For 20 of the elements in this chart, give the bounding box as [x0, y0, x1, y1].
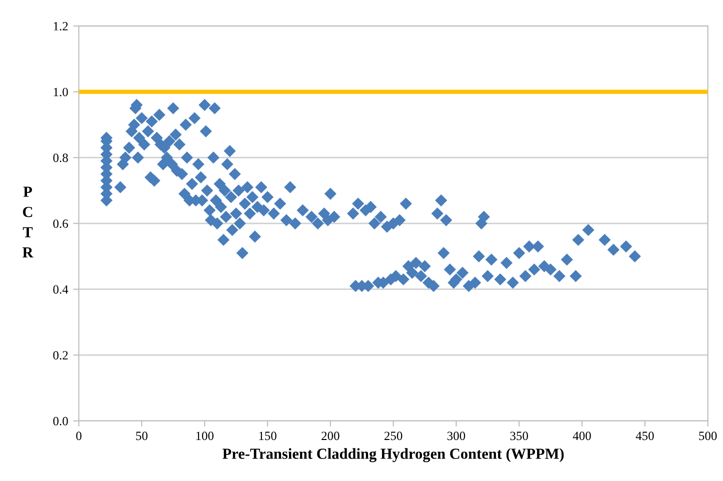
x-tick-label: 100: [196, 432, 214, 440]
y-tick-label: 0.6: [53, 219, 68, 228]
x-tick-label: 250: [384, 432, 402, 440]
y-tick-label: 0.8: [53, 154, 68, 162]
x-tick-label: 150: [259, 432, 276, 440]
x-tick-label: 350: [510, 432, 528, 440]
x-tick-label: 50: [136, 432, 148, 440]
y-tick-label: 0.0: [53, 416, 68, 426]
y-tick-label: 1.0: [54, 88, 68, 96]
x-tick-label: 450: [636, 432, 654, 440]
x-tick-label: 400: [572, 432, 591, 440]
x-tick-label: 300: [447, 432, 466, 440]
x-tick-label: 0: [76, 432, 82, 440]
x-tick-label: 500: [699, 432, 717, 440]
y-tick-label: 1.2: [54, 22, 68, 30]
x-tick-label: 200: [322, 432, 340, 440]
y-tick-label: 0.4: [53, 285, 68, 294]
x-axis-title: Pre-Transient Cladding Hydrogen Content (WPPM): [222, 448, 564, 462]
y-tick-label: 0.2: [53, 351, 68, 360]
y-axis-title: PCTR: [22, 186, 34, 258]
